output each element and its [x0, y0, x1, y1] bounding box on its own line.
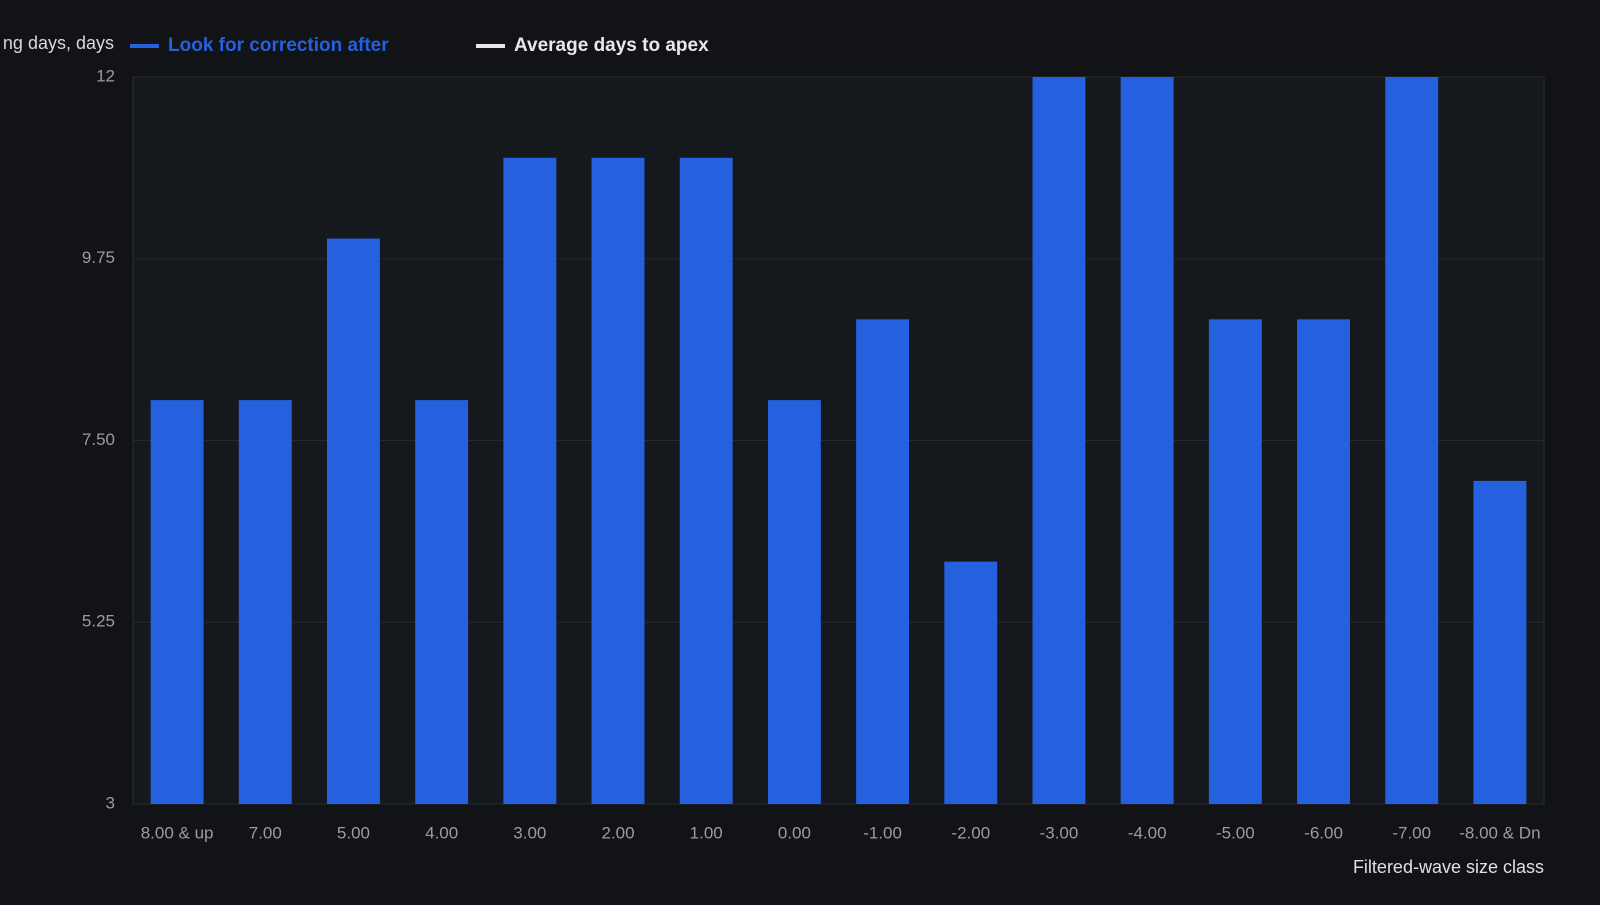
x-tick-label: 4.00	[425, 823, 458, 842]
legend-label: Look for correction after	[168, 35, 389, 56]
x-tick-label: 5.00	[337, 823, 370, 842]
bar	[327, 238, 380, 805]
bar	[1385, 77, 1439, 804]
x-tick-label: -1.00	[863, 823, 902, 842]
x-tick-label: -2.00	[951, 823, 990, 842]
bar	[1208, 319, 1262, 804]
x-tick-label: -5.00	[1216, 823, 1255, 842]
x-tick-label: -4.00	[1128, 823, 1167, 842]
y-tick-label: 3	[106, 793, 115, 812]
x-tick-label: -3.00	[1040, 823, 1079, 842]
bar	[591, 157, 645, 804]
y-tick-label: 5.25	[82, 612, 115, 631]
x-tick-label: -7.00	[1392, 823, 1431, 842]
bar	[1032, 77, 1086, 804]
x-tick-label: 2.00	[601, 823, 634, 842]
bar	[150, 400, 204, 804]
x-axis-label: Filtered-wave size class	[1353, 857, 1544, 877]
bar	[415, 400, 469, 804]
x-tick-label: 7.00	[249, 823, 282, 842]
bar	[856, 319, 910, 804]
bar	[1120, 77, 1174, 804]
bar	[767, 400, 821, 804]
y-tick-label: 12	[96, 66, 115, 85]
x-tick-label: -8.00 & Dn	[1459, 823, 1540, 842]
x-tick-label: 1.00	[690, 823, 723, 842]
y-axis-label: ng days, days	[3, 33, 114, 53]
x-tick-label: 3.00	[513, 823, 546, 842]
bar	[679, 157, 733, 804]
x-tick-label: 8.00 & up	[141, 823, 214, 842]
bar	[503, 157, 557, 804]
legend-label: Average days to apex	[514, 35, 709, 56]
x-tick-label: -6.00	[1304, 823, 1343, 842]
y-tick-label: 9.75	[82, 248, 115, 267]
bar	[1297, 319, 1350, 804]
bar	[238, 400, 292, 804]
x-tick-label: 0.00	[778, 823, 811, 842]
bar	[1473, 480, 1527, 804]
y-tick-label: 7.50	[82, 430, 115, 449]
bar	[944, 561, 998, 804]
